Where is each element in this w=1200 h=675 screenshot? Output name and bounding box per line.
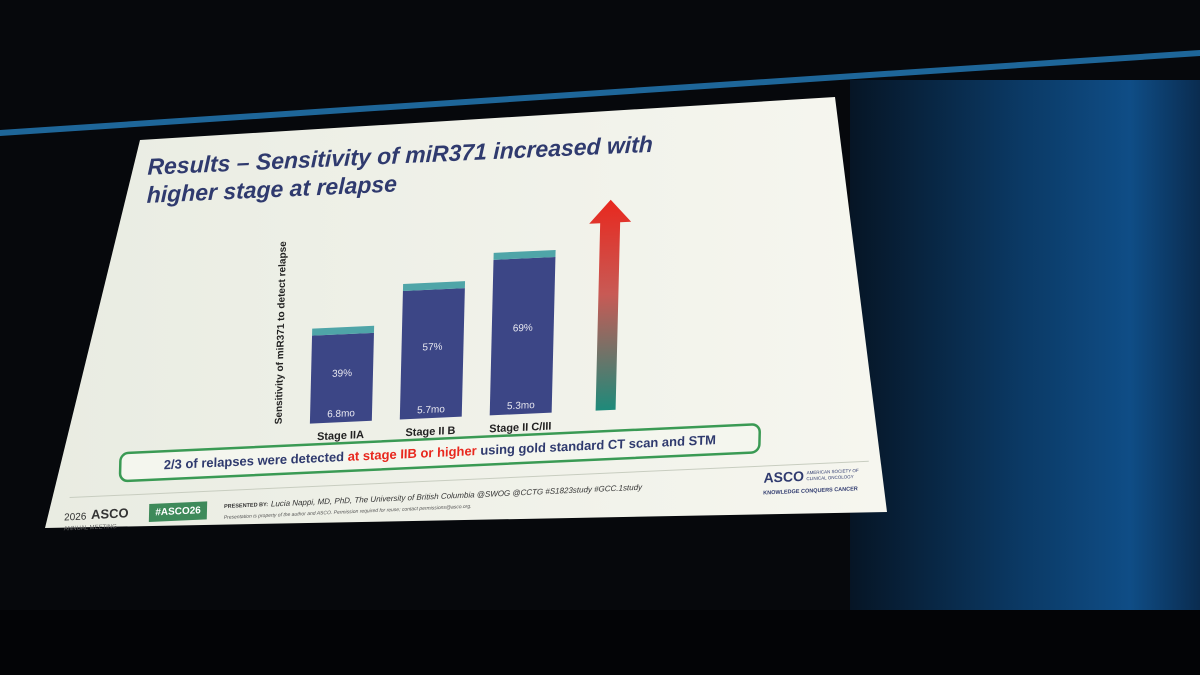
bar-cap <box>493 250 556 260</box>
light-strip <box>0 50 1200 136</box>
x-tick-label: Stage II B <box>405 425 455 439</box>
callout-box <box>118 423 761 483</box>
stage-floor <box>0 610 1200 675</box>
value-label: 39% <box>332 368 352 380</box>
meeting-brand: ASCO <box>91 505 129 522</box>
arrow <box>589 199 632 411</box>
asco-logo-sub: CLINICAL ONCOLOGY <box>806 474 853 481</box>
bar <box>309 332 374 424</box>
tagline: KNOWLEDGE CONQUERS CANCER <box>763 486 858 496</box>
footer-rule <box>69 460 869 499</box>
slide <box>45 97 887 528</box>
slide-content: Results – Sensitivity of miR371 increase… <box>64 131 869 532</box>
asco-logo-sub: AMERICAN SOCIETY OF <box>807 468 859 475</box>
meeting-year: 2026 <box>64 511 87 523</box>
time-label: 5.7mo <box>417 404 445 416</box>
y-axis-label: Sensitivity of miR371 to detect relapse <box>274 241 289 425</box>
bar-cap <box>402 281 466 291</box>
meeting-sub: ANNUAL MEETING <box>64 524 117 532</box>
value-label: 69% <box>513 323 533 335</box>
time-label: 6.8mo <box>327 408 355 420</box>
bar <box>489 257 556 416</box>
x-tick-label: Stage IIA <box>317 429 364 443</box>
hashtag-box <box>148 501 208 522</box>
value-label: 57% <box>422 342 442 354</box>
asco-logo: ASCO <box>763 468 804 486</box>
bar <box>399 288 465 420</box>
callout-part: at stage IIB or higher <box>348 443 477 464</box>
time-label: 5.3mo <box>507 400 535 412</box>
bar-cap <box>312 325 375 336</box>
presented-by: PRESENTED BY: <box>224 502 268 510</box>
hashtag: #ASCO26 <box>155 505 201 518</box>
x-tick-label: Stage II C/III <box>489 421 552 436</box>
curtain <box>850 80 1200 610</box>
